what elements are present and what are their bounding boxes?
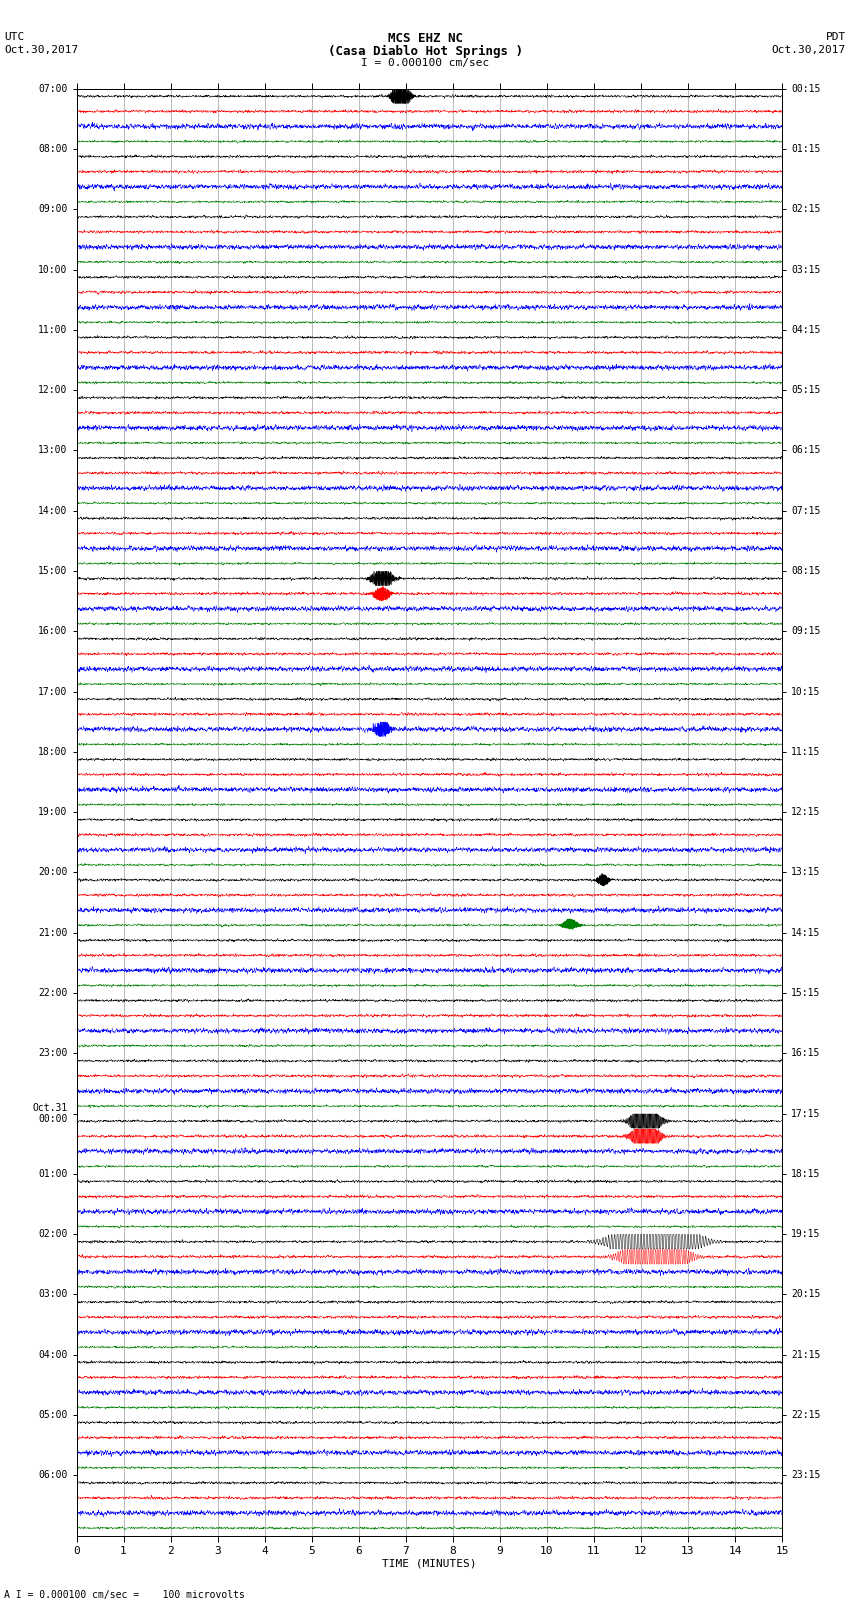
Text: Oct.30,2017: Oct.30,2017 <box>4 45 78 55</box>
X-axis label: TIME (MINUTES): TIME (MINUTES) <box>382 1558 477 1569</box>
Text: UTC: UTC <box>4 32 25 42</box>
Text: A I = 0.000100 cm/sec =    100 microvolts: A I = 0.000100 cm/sec = 100 microvolts <box>4 1590 245 1600</box>
Text: I = 0.000100 cm/sec: I = 0.000100 cm/sec <box>361 58 489 68</box>
Text: PDT: PDT <box>825 32 846 42</box>
Text: Oct.30,2017: Oct.30,2017 <box>772 45 846 55</box>
Text: (Casa Diablo Hot Springs ): (Casa Diablo Hot Springs ) <box>327 45 523 58</box>
Text: MCS EHZ NC: MCS EHZ NC <box>388 32 462 45</box>
